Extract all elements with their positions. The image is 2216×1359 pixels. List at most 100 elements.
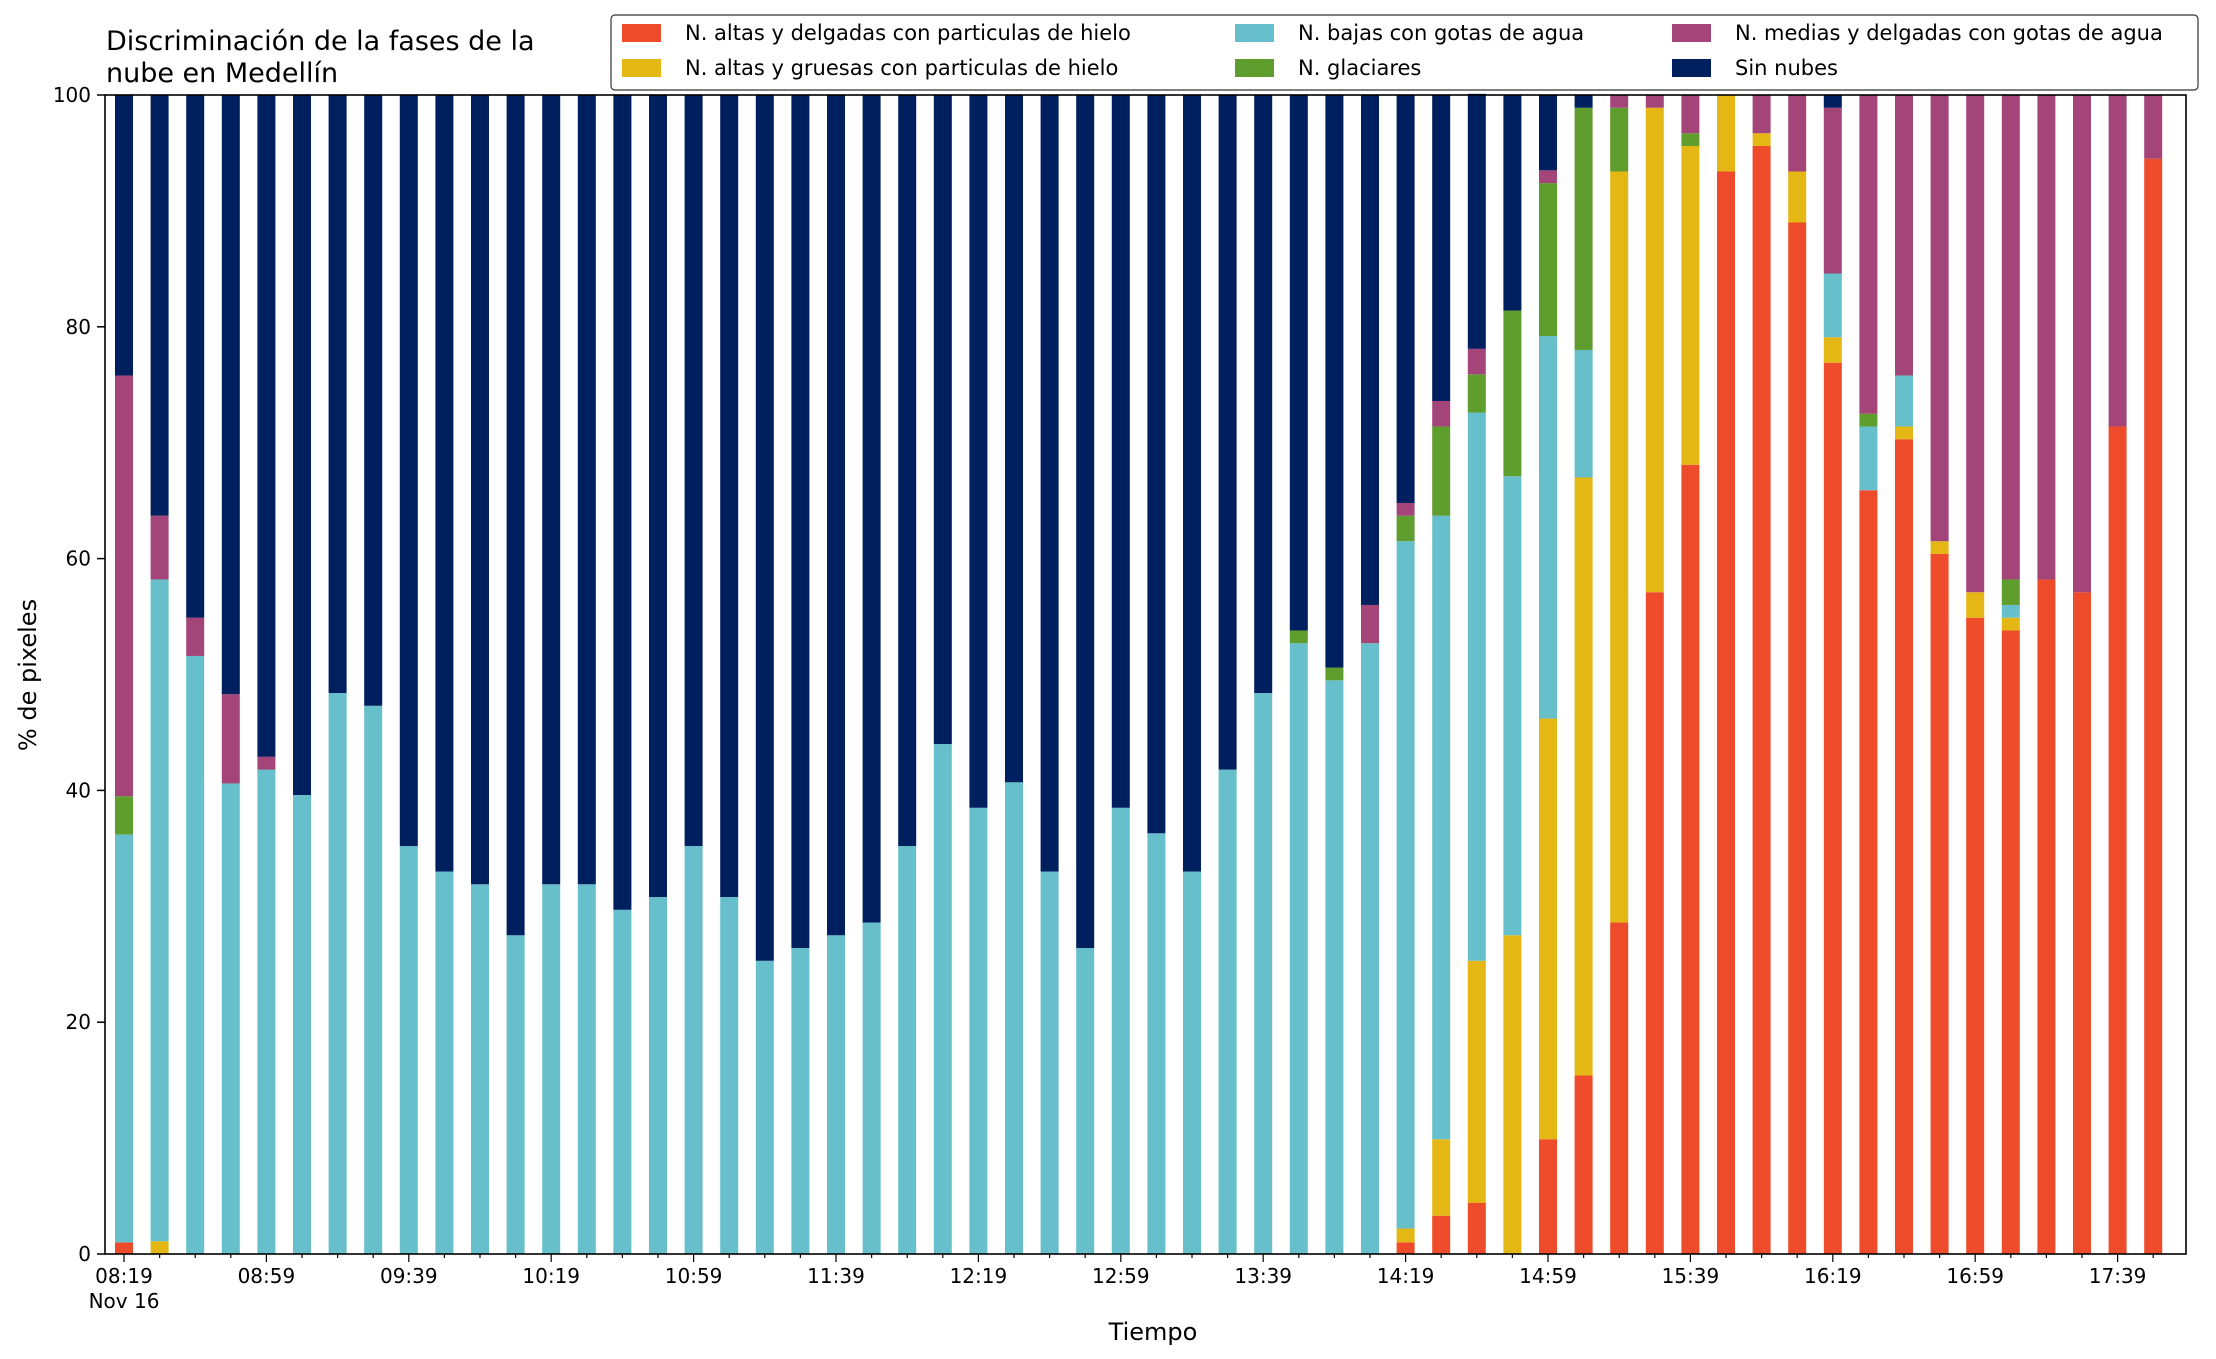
bar-segment (115, 375, 133, 797)
y-tick-label: 20 (66, 1010, 91, 1034)
bar-segment (1895, 375, 1913, 427)
bar-segment (791, 95, 810, 949)
bar-segment (1574, 1075, 1593, 1254)
bar-segment (2037, 95, 2056, 580)
bar-segment (1218, 95, 1237, 770)
bar-segment (720, 897, 739, 1254)
chart-title-line: nube en Medellín (106, 58, 338, 89)
bar-segment (1645, 95, 1664, 108)
x-tick-label: 10:59 (665, 1264, 723, 1288)
bar-segment (471, 95, 489, 885)
bar-segment (115, 1242, 133, 1254)
bar-segment (542, 884, 561, 1254)
bar-segment (613, 909, 632, 1254)
bar-segment (1147, 833, 1166, 1254)
legend-swatch (1672, 59, 1711, 77)
bar-segment (1859, 426, 1878, 491)
bar-segment (506, 935, 525, 1254)
bar-segment (1432, 400, 1451, 427)
bar-segment (1966, 95, 1985, 593)
bar-segment (1823, 362, 1842, 1255)
bar-segment (435, 95, 454, 872)
x-tick-label: 12:59 (1092, 1264, 1150, 1288)
y-axis-label: % de pixeles (14, 599, 42, 751)
bar-segment (1930, 541, 1949, 554)
bar-segment (1966, 617, 1985, 1254)
bar-segment (933, 95, 952, 745)
bar-segment (1539, 170, 1557, 184)
bar-segment (150, 515, 169, 580)
bar-segment (827, 935, 845, 1254)
plot-frame (104, 94, 2187, 1255)
legend-swatch (1672, 24, 1711, 42)
bar-segment (1467, 1203, 1486, 1254)
bar-segment (1503, 476, 1522, 936)
bar-segment (1467, 348, 1486, 375)
bar-segment (1467, 93, 1486, 349)
x-tick-label: 14:59 (1519, 1264, 1577, 1288)
bar-segment (1040, 95, 1059, 872)
bar-segment (1895, 426, 1913, 440)
bar-segment (1005, 782, 1023, 1254)
bar-segment (613, 95, 632, 910)
legend-swatch (622, 24, 661, 42)
bar-segment (399, 846, 418, 1254)
x-tick-label: 14:19 (1377, 1264, 1435, 1288)
bar-segment (1503, 310, 1522, 477)
bar-segment (1752, 146, 1771, 1254)
bar-segment (862, 922, 881, 1254)
chart-title-line: Discriminación de la fases de la (106, 26, 535, 57)
bar-segment (1645, 592, 1664, 1254)
y-tick-label: 60 (66, 547, 91, 571)
legend-swatch (1235, 59, 1274, 77)
bar-segment (293, 795, 311, 1254)
bar-segment (755, 95, 774, 961)
bar-segment (1859, 413, 1878, 427)
legend-label: N. glaciares (1298, 56, 1421, 80)
y-tick-label: 40 (66, 778, 91, 802)
legend-label: N. bajas con gotas de agua (1298, 21, 1584, 45)
bar-segment (1432, 426, 1451, 516)
x-tick-label: 12:19 (950, 1264, 1008, 1288)
bar-segment (969, 807, 988, 1254)
bar-segment (1396, 502, 1415, 516)
bar-segment (2037, 579, 2056, 1254)
x-tick-label: 17:39 (2089, 1264, 2147, 1288)
bar-segment (1574, 349, 1593, 478)
bar-segment (1503, 95, 1522, 311)
bar-segment (1610, 107, 1629, 172)
bar-segment (1183, 95, 1201, 872)
bar-segment (150, 579, 169, 1242)
bar-segment (2001, 630, 2020, 1254)
bar-segment (1325, 667, 1344, 681)
bar-segment (1681, 95, 1700, 134)
bar-segment (1076, 95, 1095, 949)
x-tick-label: 11:39 (807, 1264, 865, 1288)
bars-layer (115, 93, 2163, 1255)
bar-segment (2073, 95, 2091, 593)
bar-segment (1289, 95, 1308, 631)
bar-segment (1539, 718, 1557, 1140)
bar-segment (969, 95, 988, 808)
bar-segment (1895, 95, 1913, 376)
bar-segment (1681, 133, 1700, 146)
bar-segment (898, 846, 917, 1254)
bar-segment (186, 617, 205, 656)
bar-segment (364, 95, 383, 706)
bar-segment (1930, 95, 1949, 542)
bar-segment (649, 897, 667, 1254)
bar-segment (1574, 95, 1593, 108)
bar-segment (827, 95, 845, 936)
bar-segment (1396, 1228, 1415, 1243)
bar-segment (755, 960, 774, 1254)
bar-segment (1681, 146, 1700, 465)
x-tick-label: 16:19 (1804, 1264, 1862, 1288)
bar-segment (933, 744, 952, 1254)
bar-segment (399, 95, 418, 847)
bar-segment (1325, 95, 1344, 668)
bar-segment (2108, 426, 2127, 1255)
bar-segment (364, 705, 383, 1254)
legend-label: Sin nubes (1735, 56, 1838, 80)
bar-segment (1183, 871, 1201, 1254)
